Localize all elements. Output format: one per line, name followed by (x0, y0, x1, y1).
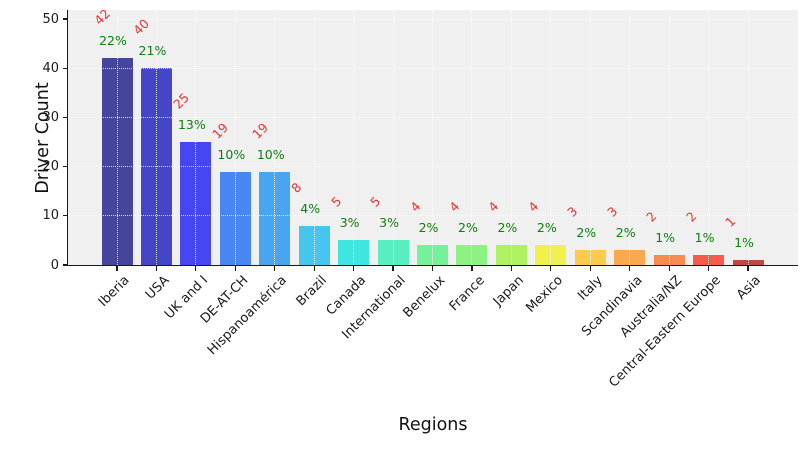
bar-count-label: 42 (91, 6, 113, 29)
x-tick-mark (116, 266, 118, 271)
bar-count-label: 1 (722, 213, 739, 230)
x-tick-mark (510, 266, 512, 271)
x-tick-mark (589, 266, 591, 271)
y-tick-mark (62, 18, 68, 20)
v-gridline (708, 10, 710, 265)
x-axis-title: Regions (398, 415, 468, 435)
bar-percent-label: 2% (576, 225, 597, 241)
x-tick-mark (471, 266, 473, 271)
x-tick-label: Mexico (523, 273, 567, 316)
v-gridline (274, 10, 276, 265)
y-tick-label: 20 (42, 159, 59, 175)
v-gridline (668, 10, 670, 265)
bar-percent-label: 3% (339, 215, 360, 231)
y-axis-spine (66, 10, 69, 266)
bar-percent-label: 2% (418, 220, 439, 236)
x-tick-mark (392, 266, 394, 271)
y-tick-mark (62, 116, 68, 118)
y-tick-label: 50 (42, 11, 59, 27)
v-gridline (116, 10, 118, 265)
x-tick-label: Iberia (95, 273, 133, 310)
x-tick-mark (353, 266, 355, 271)
bar-count-label: 8 (288, 179, 305, 196)
bar-percent-label: 1% (655, 230, 676, 246)
bar-percent-label: 10% (217, 146, 246, 162)
y-tick-mark (62, 166, 68, 168)
x-tick-label: Italy (575, 273, 606, 304)
bar-percent-label: 22% (99, 33, 127, 49)
x-tick-mark (274, 266, 276, 271)
bar-count-label: 40 (130, 16, 153, 38)
bar-percent-label: 10% (256, 146, 285, 162)
bar-percent-label: 3% (379, 215, 399, 231)
v-gridline (195, 10, 197, 265)
bar-count-label: 3 (564, 203, 581, 220)
bar-count-label: 4 (485, 198, 502, 216)
bar-percent-label: 2% (536, 220, 557, 236)
bar-percent-label: 13% (177, 117, 206, 132)
bar-percent-label: 1% (734, 235, 754, 251)
v-gridline (510, 10, 512, 265)
bar-count-label: 2 (643, 208, 660, 225)
bar-count-label: 4 (524, 198, 542, 216)
bar-count-label: 4 (406, 198, 423, 216)
v-gridline (353, 10, 355, 265)
v-gridline (747, 10, 749, 265)
x-tick-mark (313, 266, 315, 271)
bar-count-label: 4 (446, 198, 463, 216)
bar-percent-label: 4% (300, 200, 321, 216)
y-tick-label: 0 (50, 257, 59, 273)
v-gridline (550, 10, 552, 265)
v-gridline (589, 10, 591, 265)
x-tick-label: Asia (733, 273, 764, 303)
bar-percent-label: 2% (615, 225, 636, 241)
v-gridline (234, 10, 236, 265)
v-gridline (471, 10, 473, 265)
x-tick-label: Benelux (400, 273, 449, 321)
bar-percent-label: 2% (497, 220, 518, 236)
bar-count-label: 5 (327, 193, 344, 211)
x-tick-label: Japan (490, 273, 528, 310)
x-axis-spine (66, 264, 798, 266)
bar-count-label: 3 (603, 203, 621, 220)
x-tick-mark (550, 266, 552, 271)
v-gridline (432, 10, 434, 265)
bar-percent-label: 1% (694, 230, 715, 246)
plot-area: 22% 42 21% 40 13% 25 10% 19 10% 19 4% 8 3% 5 3% 5 2% 4 2% 4… (68, 6, 798, 265)
y-tick-mark (62, 215, 68, 217)
x-tick-mark (234, 266, 236, 271)
bar-count-label: 2 (682, 208, 699, 225)
bar-count-label: 19 (209, 119, 232, 142)
x-tick-mark (629, 266, 631, 271)
v-gridline (155, 10, 157, 265)
x-tick-mark (155, 266, 158, 271)
y-tick-label: 10 (42, 208, 59, 224)
bar-percent-label: 2% (458, 220, 478, 236)
bar-count-label: 5 (367, 193, 384, 211)
bar-count-label: 25 (169, 89, 192, 112)
y-tick-mark (62, 67, 68, 69)
x-tick-label: Brazil (293, 273, 330, 310)
v-gridline (629, 10, 631, 265)
y-tick-label: 40 (42, 60, 59, 76)
x-tick-mark (708, 266, 710, 271)
x-tick-label: France (446, 273, 488, 315)
bar-percent-label: 21% (138, 43, 167, 59)
x-tick-mark (195, 266, 197, 271)
x-tick-mark (747, 266, 749, 271)
v-gridline (392, 10, 394, 265)
x-tick-mark (668, 266, 670, 271)
x-tick-label: USA (142, 273, 173, 303)
v-gridline (313, 10, 315, 265)
bar-count-label: 19 (248, 119, 271, 142)
y-tick-label: 30 (42, 109, 59, 125)
x-tick-mark (431, 266, 434, 271)
y-tick-mark (62, 264, 68, 266)
